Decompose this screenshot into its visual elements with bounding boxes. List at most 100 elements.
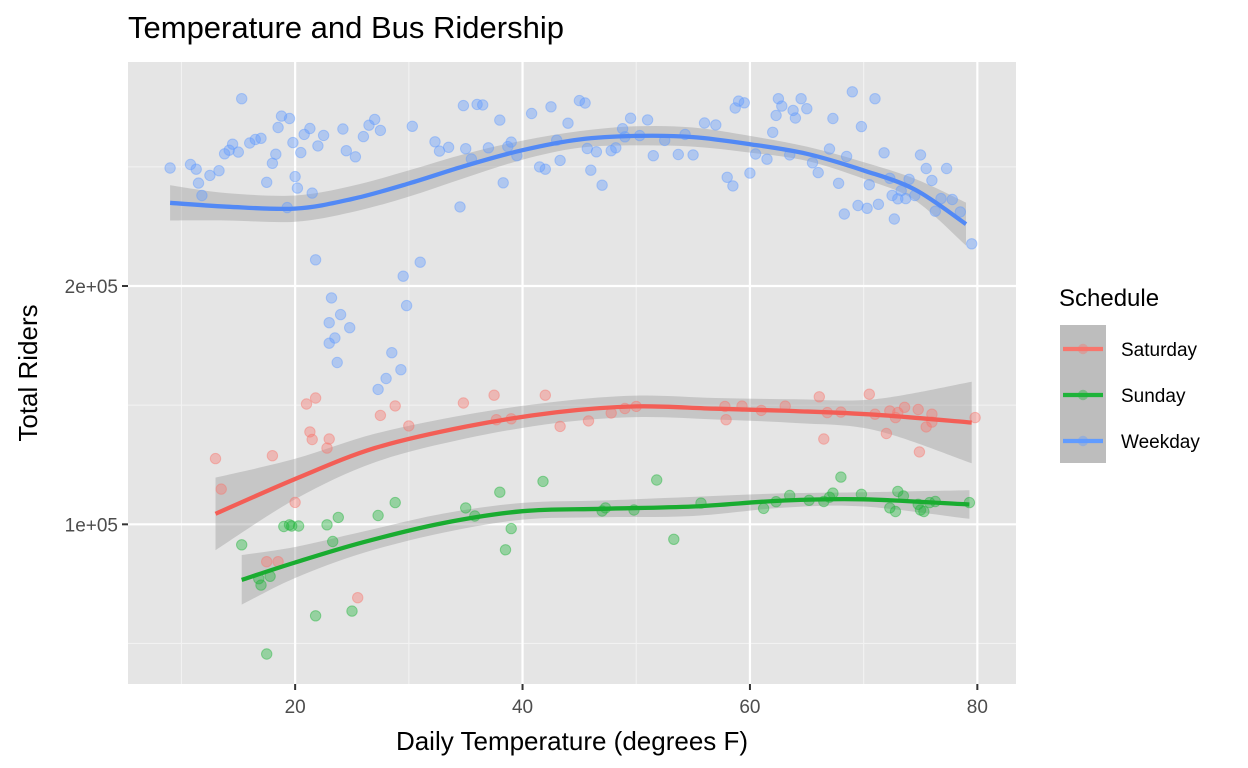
- weekday-point: [545, 101, 557, 113]
- weekday-point: [312, 140, 324, 152]
- weekday-point: [255, 132, 267, 145]
- weekday-point: [291, 182, 304, 194]
- weekday-point: [863, 179, 875, 191]
- weekday-point: [309, 254, 322, 266]
- weekday-point: [395, 364, 407, 376]
- weekday-point: [761, 153, 773, 165]
- saturday-point: [389, 400, 401, 412]
- weekday-point: [369, 113, 381, 126]
- weekday-point: [767, 126, 779, 139]
- weekday-point: [433, 145, 446, 157]
- weekday-point: [872, 198, 885, 211]
- weekday-point: [554, 154, 566, 167]
- weekday-point: [605, 145, 617, 157]
- sunday-point: [389, 496, 401, 509]
- weekday-point: [289, 170, 301, 183]
- weekday-point: [429, 136, 441, 148]
- weekday-point: [914, 149, 927, 161]
- sunday-point: [321, 519, 333, 531]
- weekday-point: [687, 149, 699, 161]
- x-tick-label: 60: [739, 697, 760, 718]
- weekday-point: [738, 97, 750, 109]
- saturday-point: [304, 426, 316, 438]
- weekday-point: [832, 177, 845, 190]
- weekday-point: [727, 180, 739, 192]
- sunday-point: [668, 533, 680, 545]
- sunday-point: [494, 486, 506, 498]
- sunday-point: [651, 474, 663, 486]
- weekday-point: [329, 332, 341, 344]
- saturday-point: [920, 421, 932, 433]
- sunday-point: [537, 475, 549, 488]
- saturday-point: [813, 391, 825, 403]
- weekday-point: [261, 176, 273, 189]
- weekday-point: [270, 148, 282, 160]
- weekday-point: [823, 143, 836, 155]
- sunday-point: [499, 544, 512, 556]
- weekday-point: [236, 93, 248, 105]
- x-axis: 20 40 60 80: [285, 684, 988, 718]
- weekday-point: [729, 102, 741, 114]
- weekday-point: [721, 171, 733, 184]
- sunday-point: [255, 579, 267, 591]
- weekday-point: [295, 146, 307, 159]
- legend-label-sunday: Sunday: [1121, 386, 1186, 407]
- legend-title: Schedule: [1059, 285, 1159, 312]
- saturday-point: [374, 409, 387, 422]
- saturday-point: [912, 403, 924, 416]
- weekday-point: [275, 110, 288, 122]
- sunday-point: [292, 520, 305, 532]
- weekday-point: [772, 93, 785, 105]
- weekday-point: [869, 93, 881, 105]
- weekday-point: [698, 117, 711, 129]
- weekday-point: [789, 112, 802, 124]
- weekday-point: [533, 161, 546, 173]
- weekday-point: [349, 151, 362, 163]
- weekday-point: [795, 93, 807, 105]
- weekday-point: [204, 169, 216, 182]
- weekday-point: [287, 136, 299, 149]
- weekday-point: [827, 112, 839, 125]
- sunday-point: [283, 519, 296, 531]
- sunday-point: [884, 502, 896, 514]
- weekday-point: [325, 292, 338, 304]
- saturday-point: [403, 420, 415, 432]
- weekday-point: [442, 141, 455, 154]
- weekday-point: [581, 142, 593, 155]
- weekday-point: [213, 165, 225, 177]
- y-tick-label: 1e+05: [65, 515, 118, 536]
- saturday-point: [488, 389, 500, 401]
- weekday-point: [710, 119, 722, 131]
- weekday-point: [852, 199, 864, 212]
- sunday-point: [346, 605, 358, 617]
- weekday-point: [337, 123, 349, 135]
- legend-key-saturday-point: [1077, 343, 1089, 355]
- saturday-point: [554, 420, 566, 433]
- weekday-point: [363, 119, 375, 131]
- saturday-point: [261, 556, 273, 568]
- sunday-point: [332, 511, 344, 524]
- weekday-point: [878, 147, 890, 159]
- weekday-point: [317, 129, 330, 142]
- sunday-point: [892, 485, 904, 498]
- weekday-point: [457, 99, 470, 112]
- sunday-point: [827, 487, 839, 499]
- sunday-confidence-band: [241, 490, 970, 605]
- sunday-point: [327, 535, 339, 548]
- weekday-point: [573, 94, 586, 107]
- weekday-point: [406, 120, 418, 133]
- weekday-point: [624, 112, 637, 124]
- weekday-point: [888, 213, 900, 225]
- weekday-point: [190, 163, 202, 175]
- weekday-point: [946, 193, 958, 206]
- saturday-point: [266, 450, 279, 462]
- weekday-point: [610, 142, 622, 154]
- weekday-point: [192, 177, 205, 189]
- chart-title: Temperature and Bus Ridership: [128, 10, 564, 45]
- sunday-point: [835, 471, 847, 483]
- weekday-point: [164, 162, 176, 174]
- saturday-point: [880, 427, 893, 440]
- sunday-point: [309, 610, 322, 622]
- sunday-point: [460, 502, 472, 514]
- weekday-point: [562, 117, 574, 129]
